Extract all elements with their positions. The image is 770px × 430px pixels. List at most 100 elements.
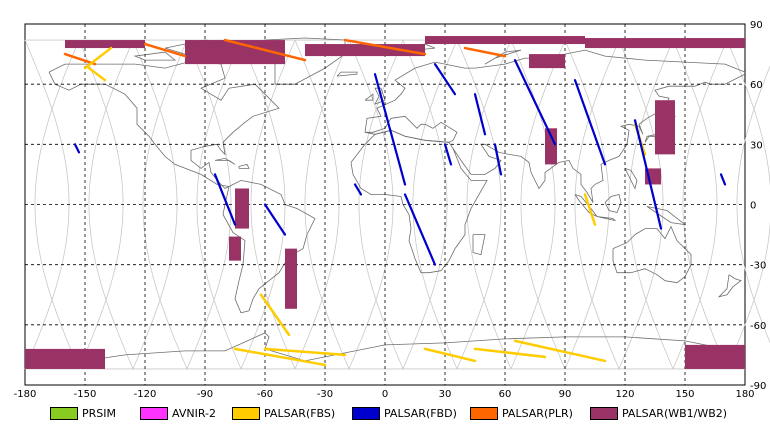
coastline: [133, 51, 177, 61]
fbs-swath: [263, 347, 347, 357]
wb-swath: [235, 188, 249, 229]
x-tick-label: 120: [615, 389, 634, 400]
fbd-swath: [513, 58, 557, 146]
wb-swath: [285, 248, 297, 309]
x-tick-label: -60: [257, 389, 273, 400]
x-tick-label: 60: [499, 389, 512, 400]
fbd-swath: [573, 79, 607, 166]
legend-label: PRSIM: [82, 406, 116, 420]
coastline: [484, 49, 522, 65]
legend-swatch: [232, 406, 260, 420]
y-tick-label: -30: [750, 261, 766, 272]
coastline: [472, 234, 486, 256]
orbit-track: [682, 39, 728, 370]
fbd-swath: [73, 143, 81, 154]
y-tick-label: 0: [750, 201, 756, 212]
x-tick-label: 150: [675, 389, 694, 400]
y-tick-label: 30: [750, 140, 763, 151]
y-tick-labels: 90 60 30 0 -30 -60 -90: [750, 20, 766, 392]
legend-label: PALSAR(PLR): [502, 406, 573, 420]
coastline: [604, 194, 622, 213]
fbs-swath: [423, 347, 477, 363]
fbd-swath: [433, 63, 457, 96]
wb-swath: [65, 40, 145, 49]
wb-swath: [425, 36, 585, 45]
y-tick-label: 60: [750, 80, 763, 91]
legend-swatch: [590, 406, 618, 420]
wb-swath: [685, 344, 745, 369]
orbit-track: [412, 39, 458, 370]
x-tick-label: 180: [735, 389, 754, 400]
orbit-track: [34, 39, 80, 370]
wb-swath: [229, 236, 241, 261]
fbd-swath: [473, 93, 487, 136]
fbd-swath: [353, 183, 363, 196]
x-tick-label: 30: [439, 389, 452, 400]
orbit-track: [726, 39, 770, 370]
coastline: [624, 168, 638, 190]
y-tick-label: -90: [750, 381, 766, 392]
legend-item: PALSAR(FBS): [232, 406, 335, 420]
legend-swatch: [50, 406, 78, 420]
coastline: [238, 163, 250, 169]
orbit-track: [628, 39, 674, 370]
fbs-swath: [259, 293, 291, 337]
wb-swath: [655, 100, 675, 155]
x-tick-label: 90: [559, 389, 572, 400]
y-tick-label: 90: [750, 20, 763, 31]
coastline: [452, 73, 746, 203]
fbd-swath: [633, 119, 663, 230]
legend-item: AVNIR-2: [140, 406, 216, 420]
observation-swaths: [25, 36, 745, 369]
coastline: [596, 216, 617, 222]
fbd-swath: [719, 173, 727, 186]
legend-item: PALSAR(WB1/WB2): [590, 406, 727, 420]
legend-label: PALSAR(FBS): [264, 406, 336, 420]
legend-swatch: [352, 406, 380, 420]
fbs-swath: [233, 347, 327, 367]
coastline: [336, 71, 358, 77]
coastline: [350, 129, 488, 274]
fbd-swath: [263, 203, 287, 236]
wb-swath: [545, 128, 557, 165]
legend-swatch: [470, 406, 498, 420]
x-tick-label: -30: [317, 389, 333, 400]
orbit-track: [574, 39, 620, 370]
legend: PRSIM AVNIR-2 PALSAR(FBS) PALSAR(FBD) PALSAR…: [0, 400, 770, 424]
legend-label: PALSAR(FBD): [384, 406, 457, 420]
orbit-track: [88, 39, 134, 370]
coastline: [364, 93, 374, 101]
orbit-track: [304, 39, 350, 370]
fbd-swath: [443, 143, 453, 166]
fbs-swath: [83, 46, 113, 70]
orbit-track: [520, 39, 566, 370]
legend-label: AVNIR-2: [172, 406, 216, 420]
fbs-swath: [87, 66, 107, 82]
legend-item: PRSIM: [50, 406, 116, 420]
coastline: [222, 179, 316, 314]
orbit-track: [196, 39, 242, 370]
plr-swath: [463, 46, 507, 58]
plr-swath: [63, 52, 97, 66]
legend-item: PALSAR(PLR): [470, 406, 573, 420]
plr-swath: [223, 38, 307, 62]
orbit-track: [142, 39, 188, 370]
x-tick-label: 0: [382, 389, 388, 400]
wb-swath: [585, 38, 745, 49]
wb-swath: [305, 44, 425, 57]
x-tick-label: -90: [197, 389, 213, 400]
fbd-swath: [213, 173, 237, 226]
fbd-swath: [403, 193, 437, 266]
plr-swath: [343, 38, 427, 56]
fbs-swath: [583, 193, 597, 226]
wb-swath: [25, 348, 105, 369]
plr-swath: [143, 42, 187, 58]
x-tick-label: -180: [14, 389, 37, 400]
legend-item: PALSAR(FBD): [352, 406, 457, 420]
x-tick-labels: -180 -150 -120 -90 -60 -30 0 30 60 90 120 150 180: [14, 389, 755, 400]
orbit-track: [466, 39, 512, 370]
y-tick-label: -60: [750, 321, 766, 332]
wb-swath: [529, 54, 565, 69]
legend-label: PALSAR(WB1/WB2): [622, 406, 728, 420]
